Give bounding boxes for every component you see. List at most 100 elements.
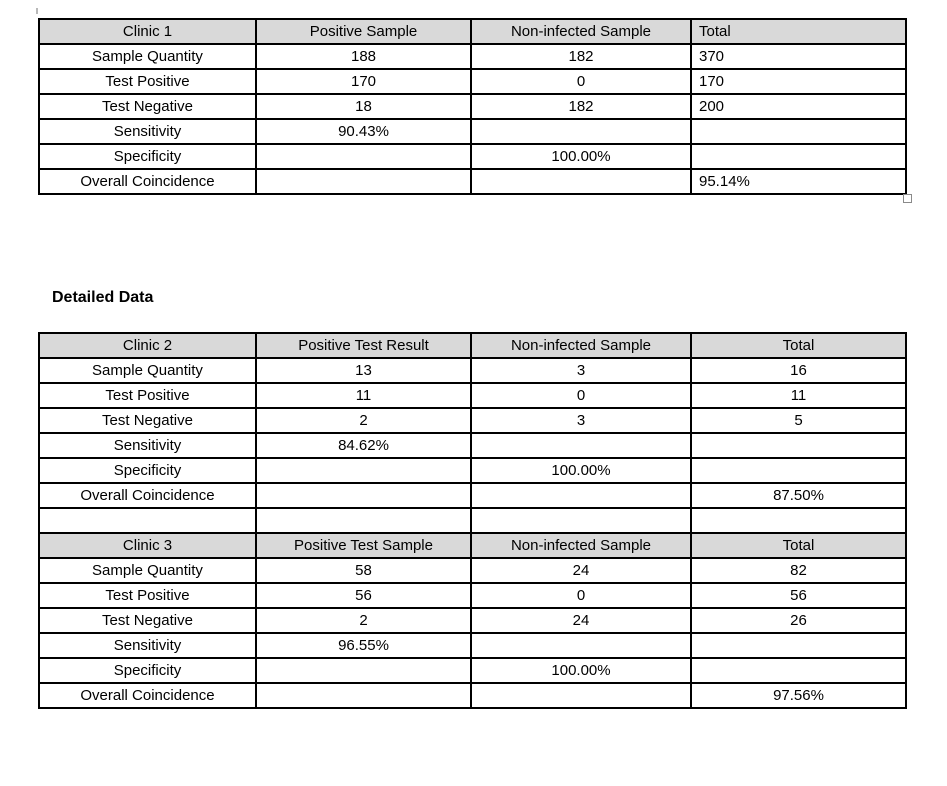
column-header-cell: Non-infected Sample [470, 332, 692, 359]
row-label-cell: Test Negative [38, 93, 257, 120]
table-row: Test Positive 170 0 170 [38, 68, 907, 95]
value-cell: 11 [255, 382, 472, 409]
column-header-cell: Clinic 3 [38, 532, 257, 559]
table-resize-handle[interactable] [903, 194, 912, 203]
value-cell [255, 457, 472, 484]
value-cell: 87.50% [690, 482, 907, 509]
value-cell: 90.43% [255, 118, 472, 145]
table-row: Overall Coincidence 97.56% [38, 682, 907, 709]
table-row: Sensitivity 90.43% [38, 118, 907, 145]
value-cell: 58 [255, 557, 472, 584]
value-cell [255, 482, 472, 509]
spacer-row [38, 507, 907, 534]
table-row: Overall Coincidence 95.14% [38, 168, 907, 195]
row-label-cell: Test Positive [38, 382, 257, 409]
table-row: Test Negative 2 24 26 [38, 607, 907, 634]
table-row: Overall Coincidence 87.50% [38, 482, 907, 509]
table-row: Test Negative 2 3 5 [38, 407, 907, 434]
row-label-cell: Specificity [38, 457, 257, 484]
value-cell: 97.56% [690, 682, 907, 709]
row-label-cell: Test Negative [38, 607, 257, 634]
row-label-cell: Test Positive [38, 582, 257, 609]
value-cell [470, 682, 692, 709]
column-header-cell: Total [690, 18, 907, 45]
value-cell [470, 482, 692, 509]
value-cell [690, 457, 907, 484]
value-cell [470, 632, 692, 659]
value-cell [255, 682, 472, 709]
clinic1-header-row: Clinic 1 Positive Sample Non-infected Sa… [38, 18, 907, 45]
value-cell: 170 [255, 68, 472, 95]
value-cell: 13 [255, 357, 472, 384]
table-row: Specificity 100.00% [38, 657, 907, 684]
value-cell: 26 [690, 607, 907, 634]
row-label-cell: Overall Coincidence [38, 168, 257, 195]
value-cell [470, 118, 692, 145]
value-cell: 100.00% [470, 457, 692, 484]
value-cell: 100.00% [470, 143, 692, 170]
column-header-cell: Positive Sample [255, 18, 472, 45]
value-cell: 3 [470, 407, 692, 434]
value-cell [690, 657, 907, 684]
value-cell: 84.62% [255, 432, 472, 459]
value-cell [255, 143, 472, 170]
row-label-cell: Test Positive [38, 68, 257, 95]
value-cell: 370 [690, 43, 907, 70]
column-header-cell: Total [690, 332, 907, 359]
row-label-cell: Overall Coincidence [38, 682, 257, 709]
value-cell [470, 168, 692, 195]
spacer-cell [255, 507, 472, 534]
value-cell: 0 [470, 68, 692, 95]
value-cell: 0 [470, 582, 692, 609]
value-cell: 170 [690, 68, 907, 95]
column-header-cell: Non-infected Sample [470, 18, 692, 45]
value-cell: 96.55% [255, 632, 472, 659]
row-label-cell: Sensitivity [38, 632, 257, 659]
value-cell: 95.14% [690, 168, 907, 195]
table-row: Sensitivity 84.62% [38, 432, 907, 459]
value-cell [690, 432, 907, 459]
table-row: Test Positive 11 0 11 [38, 382, 907, 409]
value-cell: 182 [470, 93, 692, 120]
detailed-data-heading: Detailed Data [52, 289, 154, 306]
value-cell: 56 [690, 582, 907, 609]
column-header-cell: Total [690, 532, 907, 559]
value-cell: 182 [470, 43, 692, 70]
row-label-cell: Sensitivity [38, 432, 257, 459]
row-label-cell: Sensitivity [38, 118, 257, 145]
value-cell [690, 118, 907, 145]
clinic2-header-row: Clinic 2 Positive Test Result Non-infect… [38, 332, 907, 359]
row-label-cell: Specificity [38, 657, 257, 684]
row-label-cell: Specificity [38, 143, 257, 170]
row-label-cell: Test Negative [38, 407, 257, 434]
spacer-cell [38, 507, 257, 534]
value-cell: 11 [690, 382, 907, 409]
table-row: Sample Quantity 13 3 16 [38, 357, 907, 384]
column-header-cell: Non-infected Sample [470, 532, 692, 559]
value-cell: 2 [255, 607, 472, 634]
table-row: Test Negative 18 182 200 [38, 93, 907, 120]
row-label-cell: Sample Quantity [38, 557, 257, 584]
value-cell [255, 168, 472, 195]
value-cell: 56 [255, 582, 472, 609]
row-label-cell: Sample Quantity [38, 357, 257, 384]
value-cell: 24 [470, 607, 692, 634]
value-cell: 18 [255, 93, 472, 120]
column-header-cell: Clinic 2 [38, 332, 257, 359]
row-label-cell: Overall Coincidence [38, 482, 257, 509]
spacer-cell [690, 507, 907, 534]
table-anchor-mark [36, 8, 38, 14]
column-header-cell: Clinic 1 [38, 18, 257, 45]
table-row: Specificity 100.00% [38, 143, 907, 170]
value-cell [255, 657, 472, 684]
table-row: Sample Quantity 188 182 370 [38, 43, 907, 70]
value-cell [690, 632, 907, 659]
clinic1-table: Clinic 1 Positive Sample Non-infected Sa… [38, 18, 907, 195]
value-cell: 82 [690, 557, 907, 584]
clinic3-header-row: Clinic 3 Positive Test Sample Non-infect… [38, 532, 907, 559]
column-header-cell: Positive Test Sample [255, 532, 472, 559]
value-cell: 24 [470, 557, 692, 584]
row-label-cell: Sample Quantity [38, 43, 257, 70]
value-cell: 2 [255, 407, 472, 434]
table-row: Test Positive 56 0 56 [38, 582, 907, 609]
